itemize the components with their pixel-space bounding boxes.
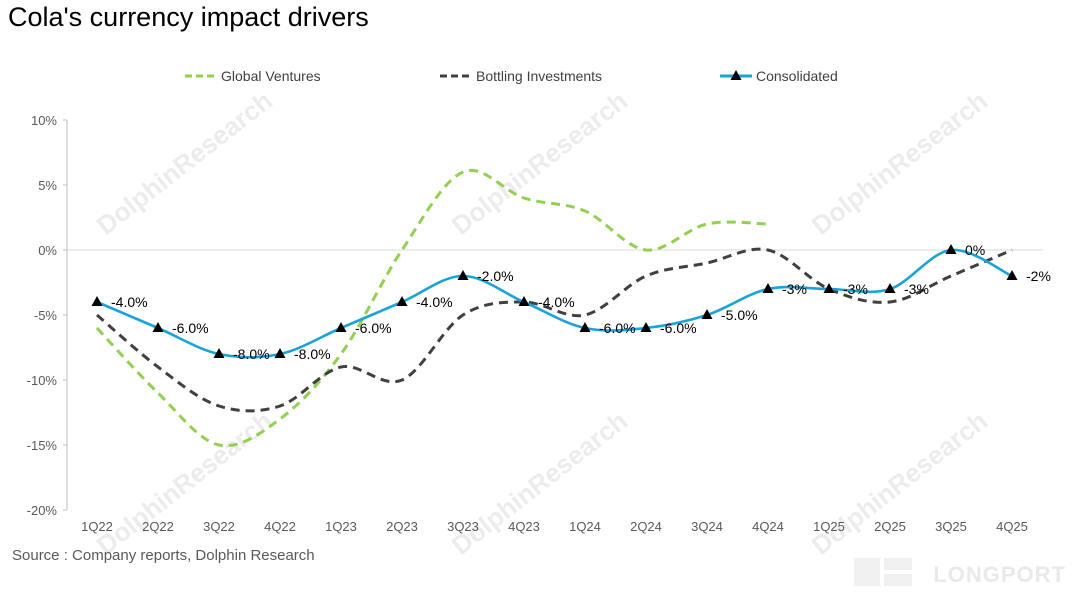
- consolidated-data-label: -3%: [904, 281, 929, 297]
- consolidated-data-label: -3%: [843, 281, 868, 297]
- x-tick-label: 1Q22: [81, 519, 113, 534]
- legend-item-global-ventures: Global Ventures: [185, 68, 321, 84]
- data-labels-layer: -4.0% -6.0% -8.0% -8.0% -6.0% -4.0% -2.0% -4.0%…: [111, 242, 1051, 362]
- watermark-text: DolphinResearch: [446, 405, 633, 560]
- consolidated-marker: [152, 322, 164, 332]
- consolidated-marker: [579, 322, 591, 332]
- series-line-consolidated: [96, 248, 1013, 359]
- x-tick-label: 3Q23: [447, 519, 479, 534]
- consolidated-data-label: -6.0%: [599, 320, 636, 336]
- watermark-text: DolphinResearch: [446, 85, 633, 240]
- consolidated-marker: [945, 244, 957, 254]
- consolidated-marker: [91, 296, 103, 306]
- consolidated-marker: [457, 270, 469, 280]
- watermark-text: DolphinResearch: [806, 405, 993, 560]
- legend: Global Ventures Bottling Investments Conso…: [185, 68, 838, 84]
- consolidated-marker: [640, 322, 652, 332]
- consolidated-data-label: -8.0%: [233, 346, 270, 362]
- watermark-text: DolphinResearch: [91, 85, 278, 240]
- y-tick-label: -10%: [27, 373, 58, 388]
- watermark-text: DolphinResearch: [806, 85, 993, 240]
- x-tick-label: 4Q22: [264, 519, 296, 534]
- footer-brand: LONGPORT: [933, 562, 1066, 587]
- consolidated-data-label: -6.0%: [172, 320, 209, 336]
- y-tick-label: 10%: [31, 113, 57, 128]
- series-line-bottling-investments: [96, 247, 1013, 413]
- legend-marker-icon: [730, 70, 742, 80]
- consolidated-marker: [701, 309, 713, 319]
- x-tick-label: 3Q22: [203, 519, 235, 534]
- legend-label: Bottling Investments: [476, 68, 602, 84]
- y-tick-label: 0%: [38, 243, 57, 258]
- x-tick-label: 2Q25: [874, 519, 906, 534]
- consolidated-marker: [1006, 270, 1018, 280]
- legend-label: Consolidated: [756, 68, 838, 84]
- y-tick-label: -5%: [34, 308, 58, 323]
- consolidated-data-label: -4.0%: [416, 294, 453, 310]
- consolidated-marker: [762, 283, 774, 293]
- watermark-text: DolphinResearch: [91, 405, 278, 560]
- x-tick-label: 1Q23: [325, 519, 357, 534]
- x-tick-label: 3Q25: [935, 519, 967, 534]
- x-tick-label: 4Q25: [996, 519, 1028, 534]
- consolidated-data-label: 0%: [965, 242, 985, 258]
- consolidated-marker: [823, 283, 835, 293]
- consolidated-data-label: -3%: [782, 281, 807, 297]
- consolidated-data-label: -2%: [1026, 268, 1051, 284]
- markers-layer: [91, 244, 1018, 358]
- consolidated-marker: [335, 322, 347, 332]
- chart-title: Cola's currency impact drivers: [8, 2, 369, 32]
- x-tick-label: 2Q22: [142, 519, 174, 534]
- consolidated-data-label: -2.0%: [477, 268, 514, 284]
- consolidated-data-label: -4.0%: [538, 294, 575, 310]
- consolidated-marker: [884, 283, 896, 293]
- x-tick-label: 1Q25: [813, 519, 845, 534]
- x-tick-label: 4Q23: [508, 519, 540, 534]
- consolidated-data-label: -8.0%: [294, 346, 331, 362]
- x-tick-label: 2Q23: [386, 519, 418, 534]
- consolidated-marker: [213, 348, 225, 358]
- consolidated-data-label: -6.0%: [355, 320, 392, 336]
- consolidated-marker: [274, 348, 286, 358]
- legend-label: Global Ventures: [221, 68, 321, 84]
- x-tick-label: 4Q24: [752, 519, 784, 534]
- y-tick-label: -20%: [27, 503, 58, 518]
- legend-item-bottling-investments: Bottling Investments: [440, 68, 602, 84]
- x-tick-label: 1Q24: [569, 519, 601, 534]
- watermark-layer: DolphinResearch DolphinResearch DolphinRes…: [91, 85, 993, 560]
- consolidated-marker: [518, 296, 530, 306]
- source-note: Source : Company reports, Dolphin Resear…: [12, 547, 315, 564]
- consolidated-data-label: -6.0%: [660, 320, 697, 336]
- consolidated-marker: [396, 296, 408, 306]
- axes: 10% 5% 0% -5% -10% -15% -20% 1Q22 2Q22 3Q22 4Q22 1Q…: [27, 113, 1043, 534]
- y-tick-label: -15%: [27, 438, 58, 453]
- consolidated-data-label: -5.0%: [721, 307, 758, 323]
- x-tick-label: 2Q24: [630, 519, 662, 534]
- y-tick-label: 5%: [38, 178, 57, 193]
- series-layer: [95, 168, 1013, 448]
- series-line-global-ventures: [95, 168, 769, 448]
- longport-logo-icon: [854, 558, 912, 586]
- consolidated-data-label: -4.0%: [111, 294, 148, 310]
- x-tick-label: 3Q24: [691, 519, 723, 534]
- legend-item-consolidated: Consolidated: [720, 68, 838, 84]
